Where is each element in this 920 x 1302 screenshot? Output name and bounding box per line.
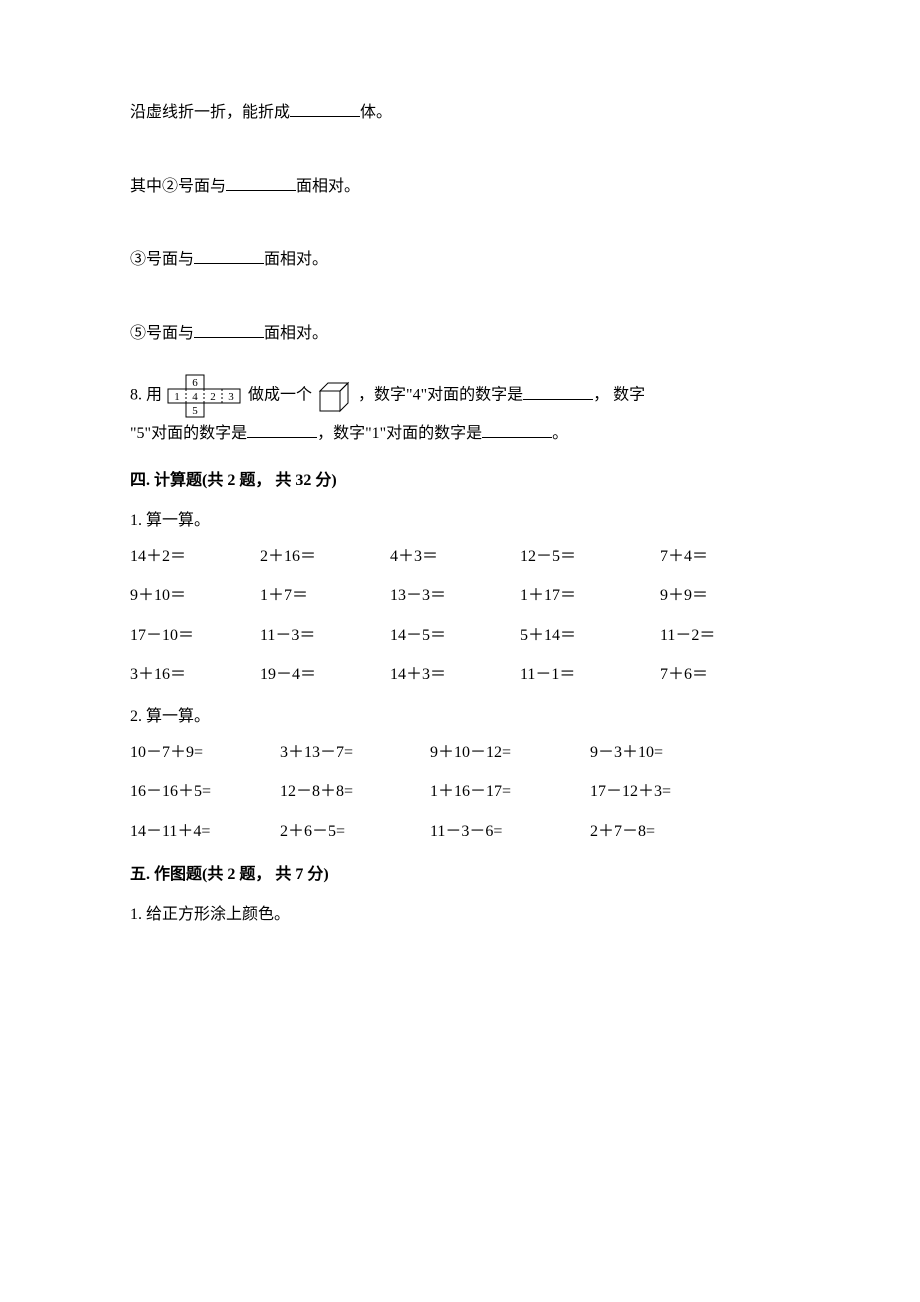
calc-cell: 17－10＝	[130, 623, 260, 649]
svg-text:1: 1	[174, 391, 180, 403]
q7-l3-a: ③号面与	[130, 251, 194, 268]
q7-l2-a: 其中②号面与	[130, 178, 226, 195]
q7-l4-b: 面相对。	[264, 325, 328, 342]
q8-l2b: ，数字"1"对面的数字是	[317, 425, 482, 442]
calc-cell: 3＋13－7=	[280, 740, 430, 766]
blank	[194, 321, 264, 338]
q7-l2-b: 面相对。	[296, 178, 360, 195]
calc-cell: 19－4＝	[260, 662, 390, 688]
cube-net-icon: 6 1 4 2 3 5	[166, 374, 244, 418]
page-root: 沿虚线折一折，能折成体。 其中②号面与面相对。 ③号面与面相对。 ⑤号面与面相对…	[0, 0, 920, 998]
calc-cell: 12－5＝	[520, 544, 660, 570]
calc-cell: 4＋3＝	[390, 544, 520, 570]
calc-cell: 7＋4＝	[660, 544, 760, 570]
q8-mid1: 做成一个	[248, 387, 312, 404]
svg-text:2: 2	[210, 391, 216, 403]
blank	[523, 383, 593, 400]
sec4-q2-label: 2. 算一算。	[130, 704, 790, 730]
q7-line1: 沿虚线折一折，能折成 体。	[130, 100, 790, 126]
blank	[482, 421, 552, 438]
calc-cell: 2＋16＝	[260, 544, 390, 570]
calc-cell: 3＋16＝	[130, 662, 260, 688]
blank	[226, 174, 296, 191]
calc-cell: 11－1＝	[520, 662, 660, 688]
calc-grid-2: 10－7＋9=3＋13－7=9＋10－12=9－3＋10= 16－16＋5=12－…	[130, 740, 790, 845]
calc-cell: 14＋2＝	[130, 544, 260, 570]
calc-cell: 9＋9＝	[660, 583, 760, 609]
calc-cell: 11－2＝	[660, 623, 760, 649]
blank	[290, 100, 360, 117]
q8-comma: ， 数字	[593, 387, 645, 404]
q7-line2: 其中②号面与 面相对。	[130, 174, 790, 200]
calc-cell: 14－11＋4=	[130, 819, 280, 845]
sec5-q1-label: 1. 给正方形涂上颜色。	[130, 902, 790, 928]
svg-text:4: 4	[192, 391, 198, 403]
calc-cell: 2＋6－5=	[280, 819, 430, 845]
q7-l4-a: ⑤号面与	[130, 325, 194, 342]
q7-line3: ③号面与 面相对。	[130, 247, 790, 273]
calc-cell: 7＋6＝	[660, 662, 760, 688]
svg-text:6: 6	[192, 377, 198, 389]
calc-cell: 1＋7＝	[260, 583, 390, 609]
calc-cell: 2＋7－8=	[590, 819, 740, 845]
calc-cell: 16－16＋5=	[130, 779, 280, 805]
q8-l2a: "5"对面的数字是	[130, 425, 247, 442]
svg-text:3: 3	[228, 391, 234, 403]
calc-cell: 11－3＝	[260, 623, 390, 649]
calc-cell: 17－12＋3=	[590, 779, 740, 805]
q8-prefix: 8. 用	[130, 387, 162, 404]
calc-cell: 14－5＝	[390, 623, 520, 649]
q7-l3-b: 面相对。	[264, 251, 328, 268]
q8-period: 。	[552, 425, 568, 442]
calc-cell: 1＋17＝	[520, 583, 660, 609]
q8-mid2: ，数字"4"对面的数字是	[358, 387, 523, 404]
calc-grid-1: 14＋2＝2＋16＝4＋3＝12－5＝7＋4＝ 9＋10＝1＋7＝13－3＝1＋1…	[130, 544, 790, 688]
calc-cell: 5＋14＝	[520, 623, 660, 649]
blank	[247, 421, 317, 438]
sec4-q1-label: 1. 算一算。	[130, 508, 790, 534]
calc-cell: 14＋3＝	[390, 662, 520, 688]
blank	[194, 247, 264, 264]
q7-line4: ⑤号面与 面相对。	[130, 321, 790, 347]
calc-cell: 9＋10－12=	[430, 740, 590, 766]
calc-cell: 9＋10＝	[130, 583, 260, 609]
calc-cell: 9－3＋10=	[590, 740, 740, 766]
calc-cell: 12－8＋8=	[280, 779, 430, 805]
calc-cell: 1＋16－17=	[430, 779, 590, 805]
q8: 8. 用 6 1 4 2 3 5 做成一个	[130, 374, 790, 450]
calc-cell: 11－3－6=	[430, 819, 590, 845]
svg-text:5: 5	[192, 405, 198, 417]
cube-icon	[316, 379, 354, 413]
section5-title: 五. 作图题(共 2 题， 共 7 分)	[130, 862, 790, 888]
q7-l1-b: 体。	[360, 104, 392, 121]
calc-cell: 10－7＋9=	[130, 740, 280, 766]
q7-l1-a: 沿虚线折一折，能折成	[130, 104, 290, 121]
calc-cell: 13－3＝	[390, 583, 520, 609]
section4-title: 四. 计算题(共 2 题， 共 32 分)	[130, 468, 790, 494]
